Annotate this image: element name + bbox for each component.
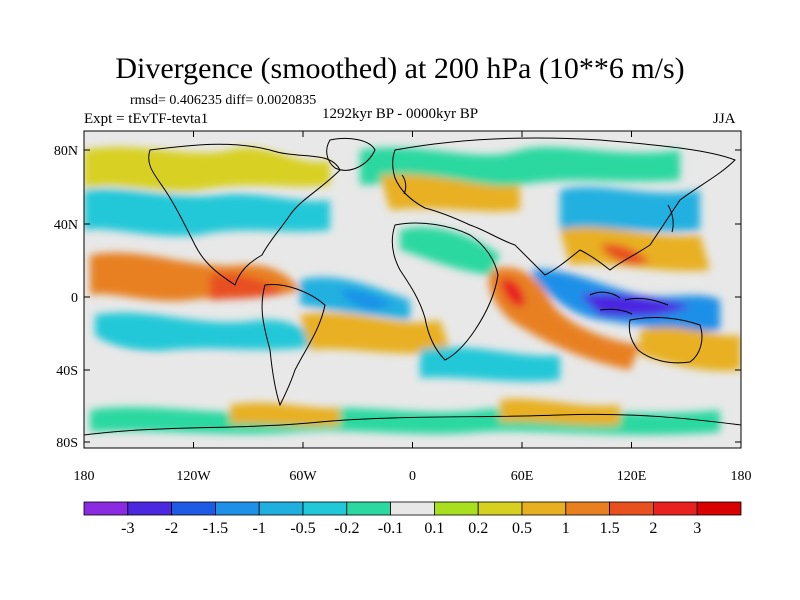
colorbar-label: 1.5: [600, 520, 620, 537]
australia-coast: [628, 317, 703, 364]
colorbar-label: -3: [121, 520, 134, 537]
colorbar-swatch: [521, 501, 567, 516]
field-patch: [580, 293, 690, 317]
colorbar-label: 0.5: [512, 520, 532, 537]
colorbar-label: 0.1: [424, 520, 444, 537]
field-patch: [84, 188, 330, 237]
colorbar-swatch: [127, 501, 173, 516]
africa-coast: [391, 222, 499, 361]
lon-tick-label: 120W: [176, 469, 211, 484]
colorbar-swatch: [696, 501, 742, 516]
uk-islands: [401, 174, 407, 195]
stats-line: rmsd= 0.406235 diff= 0.0020835: [130, 93, 317, 108]
eurasia-coast: [392, 137, 736, 276]
field-patch: [420, 347, 560, 382]
lon-tick-label: 180: [74, 469, 95, 484]
indonesia-islands: [589, 291, 669, 315]
colorbar-label: 1: [562, 520, 570, 537]
colorbar-label: -0.5: [290, 520, 315, 537]
colorbar-label: -0.1: [378, 520, 403, 537]
antarctica-coast: [84, 413, 741, 436]
colorbar-label: 2: [649, 520, 657, 537]
field-patch: [84, 147, 330, 192]
field-patch: [500, 398, 620, 426]
field-patch: [230, 402, 340, 426]
lat-tick-label: 0: [71, 291, 78, 306]
field-patch: [84, 357, 220, 387]
north-america-coast: [148, 143, 341, 286]
colorbar-label: -1: [253, 520, 266, 537]
period-label: 1292kyr BP - 0000kyr BP: [322, 106, 479, 122]
lon-tick-label: 60E: [511, 469, 534, 484]
colorbar-label: -2: [165, 520, 178, 537]
field-patch: [300, 312, 450, 354]
colorbar-swatch: [477, 501, 523, 516]
colorbar-swatch: [609, 501, 654, 516]
field-patch: [340, 289, 395, 310]
experiment-label: Expt = tEvTF-tevta1: [84, 111, 209, 127]
lat-tick-label: 80N: [54, 144, 78, 159]
field-patch: [400, 227, 500, 275]
axes: 80N 40N 0 40S 80S 180 120W 60W 0 60E 120E 180: [54, 131, 752, 484]
south-america-coast: [261, 283, 326, 407]
colorbar-swatch: [433, 501, 479, 516]
lat-tick-label: 40S: [56, 364, 78, 379]
japan-islands: [667, 204, 674, 233]
map-panel: [84, 131, 741, 448]
greenland-coast: [326, 137, 376, 171]
colorbar-swatch: [390, 501, 435, 516]
lon-tick-label: 60W: [289, 469, 317, 484]
colorbar-swatch: [171, 501, 216, 516]
season-label: JJA: [713, 111, 736, 127]
colorbar-swatch: [653, 501, 698, 516]
colorbar-swatch: [346, 501, 391, 516]
colorbar-label: -0.2: [334, 520, 359, 537]
colorbar-swatch: [258, 501, 304, 516]
colorbar-swatch: [565, 501, 610, 516]
lon-tick-label: 0: [409, 469, 416, 484]
colorbar-swatch: [214, 501, 260, 516]
coastlines: [84, 137, 741, 436]
lon-tick-label: 120E: [617, 469, 647, 484]
field-patch: [488, 267, 640, 370]
lat-tick-label: 40N: [54, 218, 78, 233]
colorbar-label: 3: [693, 520, 701, 537]
field-patch: [500, 279, 525, 307]
colorbar: -3 -2 -1.5 -1 -0.5 -0.2 -0.1 0.1 0.2 0.5 1 1.5 2 3: [83, 501, 742, 537]
lat-tick-label: 80S: [56, 436, 78, 451]
field-patch: [600, 243, 650, 265]
colorbar-label: -1.5: [203, 520, 228, 537]
lon-tick-label: 180: [731, 469, 752, 484]
colorbar-label: 0.2: [468, 520, 488, 537]
map-title: Divergence (smoothed) at 200 hPa (10**6 …: [115, 52, 685, 85]
field-patch: [640, 327, 741, 372]
field-patch: [560, 187, 700, 232]
colorbar-swatch: [83, 501, 129, 516]
colorbar-swatch: [302, 501, 348, 516]
